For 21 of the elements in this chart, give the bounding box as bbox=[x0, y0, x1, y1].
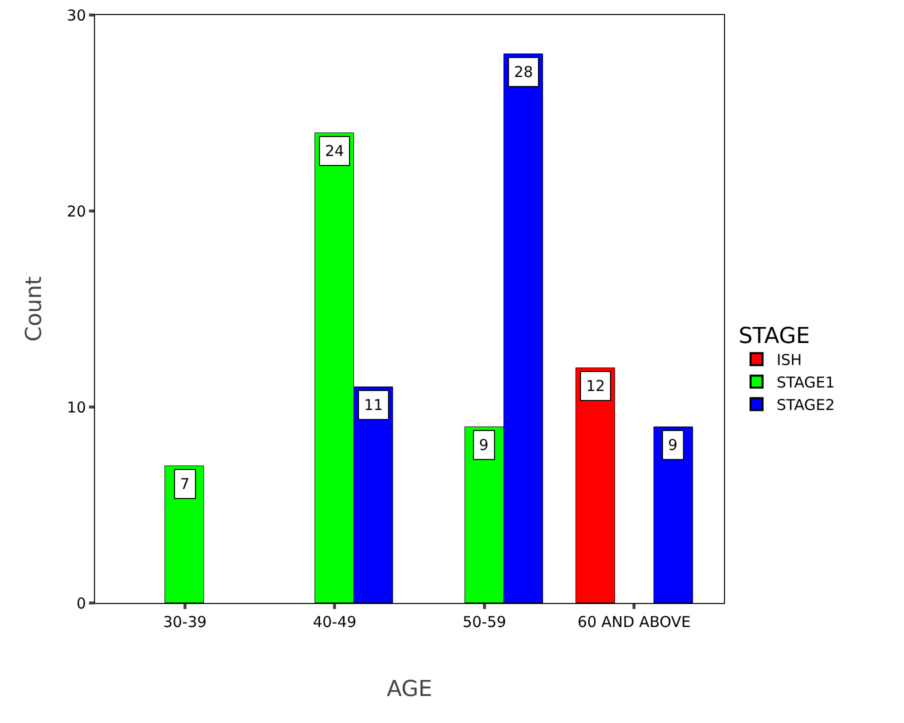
y-axis-title: Count bbox=[22, 276, 47, 342]
data-label: 12 bbox=[586, 377, 606, 395]
legend-title: STAGE bbox=[738, 324, 810, 349]
legend-label: ISH bbox=[776, 351, 802, 369]
x-tick-label: 60 AND ABOVE bbox=[578, 613, 691, 631]
y-tick-label: 0 bbox=[76, 594, 86, 612]
data-label: 9 bbox=[479, 436, 489, 454]
y-tick-label: 10 bbox=[66, 398, 86, 416]
data-label: 24 bbox=[325, 142, 344, 160]
x-tick-label: 40-49 bbox=[312, 613, 356, 631]
x-tick-label: 30-39 bbox=[163, 613, 207, 631]
data-label: 9 bbox=[668, 436, 678, 454]
legend-label: STAGE2 bbox=[776, 396, 835, 414]
x-tick-label: 50-59 bbox=[462, 613, 506, 631]
y-tick-label: 20 bbox=[66, 202, 86, 220]
y-tick-label: 30 bbox=[66, 6, 86, 24]
data-label: 28 bbox=[514, 63, 534, 81]
x-axis-title: AGE bbox=[386, 676, 432, 702]
legend-label: STAGE1 bbox=[776, 374, 835, 392]
data-label: 7 bbox=[180, 475, 190, 493]
data-label: 11 bbox=[364, 396, 384, 414]
